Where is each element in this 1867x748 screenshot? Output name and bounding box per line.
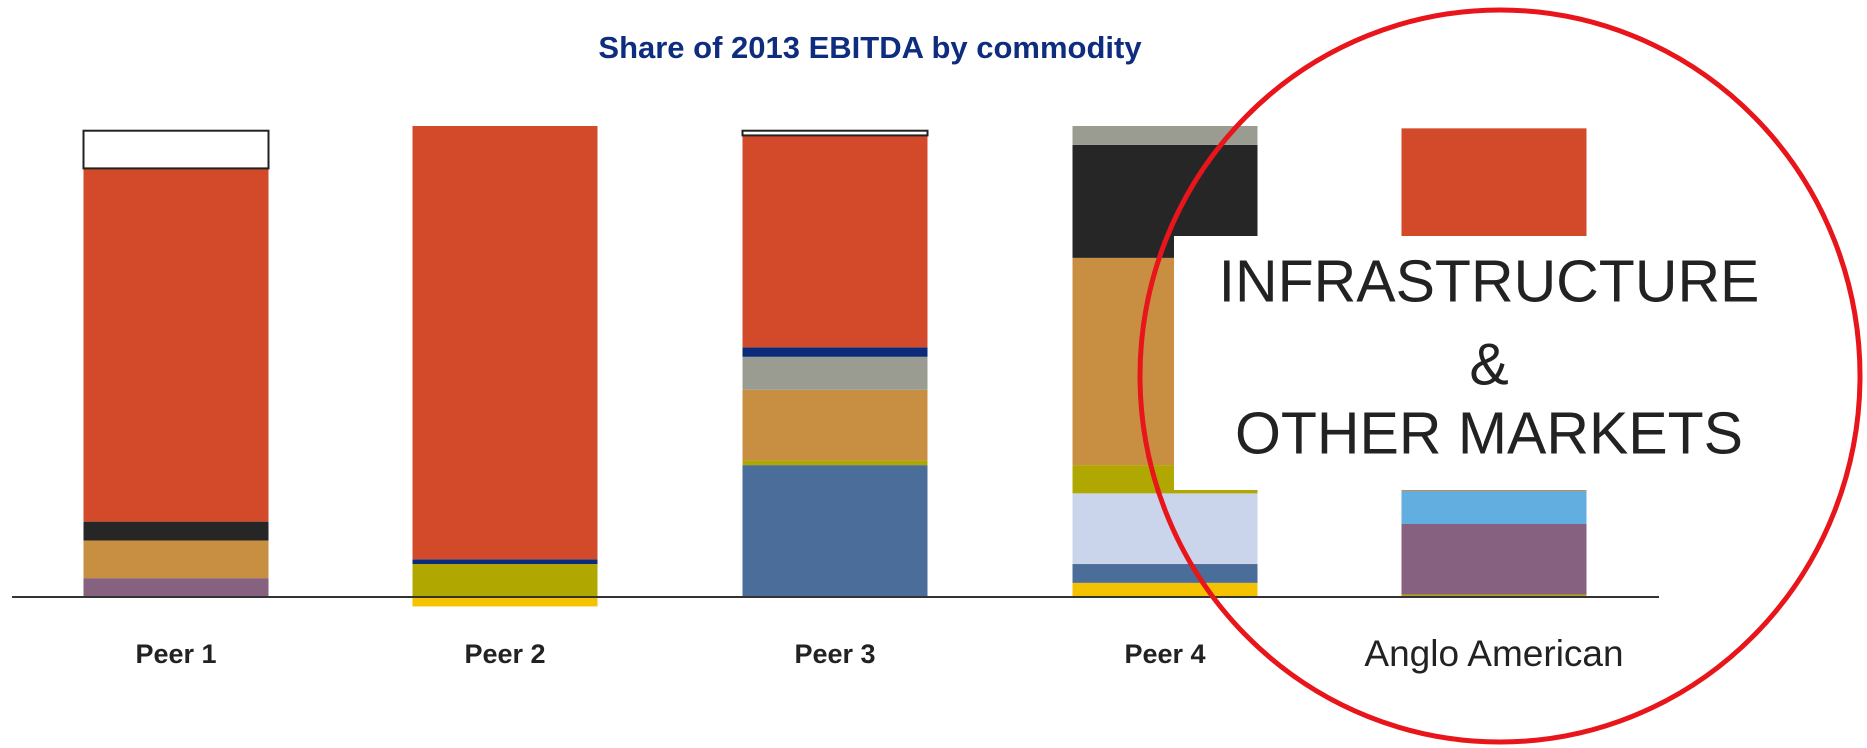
bar-segment: [742, 347, 928, 357]
bar-segment: [1401, 491, 1587, 524]
bar-segment: [1072, 582, 1258, 597]
bar-segment: [83, 578, 269, 597]
bar-segment: [412, 126, 598, 560]
bar-segment: [83, 540, 269, 579]
highlight-circle: [1137, 7, 1863, 745]
bar-segment: [742, 135, 928, 348]
bar-segment: [412, 597, 598, 607]
bar-segment: [83, 521, 269, 541]
bar-segment: [83, 168, 269, 522]
bar-segment: [412, 559, 598, 565]
x-tick-label: Anglo American: [1364, 633, 1623, 674]
bar-segment: [742, 460, 928, 466]
bar-segment: [742, 465, 928, 597]
annotation-box: [1174, 236, 1790, 490]
annotation-text: INFRASTRUCTURE: [1219, 249, 1760, 315]
x-tick-label: Peer 3: [794, 639, 875, 669]
bar-segment: [742, 356, 928, 390]
bar-segment: [1401, 523, 1587, 595]
bar-segment: [82, 129, 270, 170]
chart-title: Share of 2013 EBITDA by commodity: [598, 30, 1142, 65]
bar-segment: [1401, 128, 1587, 237]
annotation-text: &: [1469, 332, 1508, 398]
bar-segment: [412, 564, 598, 597]
bar-segment: [1401, 594, 1587, 597]
bar-segment: [1072, 126, 1258, 145]
x-tick-label: Peer 1: [135, 639, 216, 669]
bar-segment: [742, 389, 928, 461]
bar-segment: [1072, 564, 1258, 583]
x-tick-label: Peer 2: [464, 639, 545, 669]
bar-segment: [741, 129, 929, 137]
annotation-text: OTHER MARKETS: [1235, 401, 1743, 467]
x-tick-label: Peer 4: [1124, 639, 1205, 669]
